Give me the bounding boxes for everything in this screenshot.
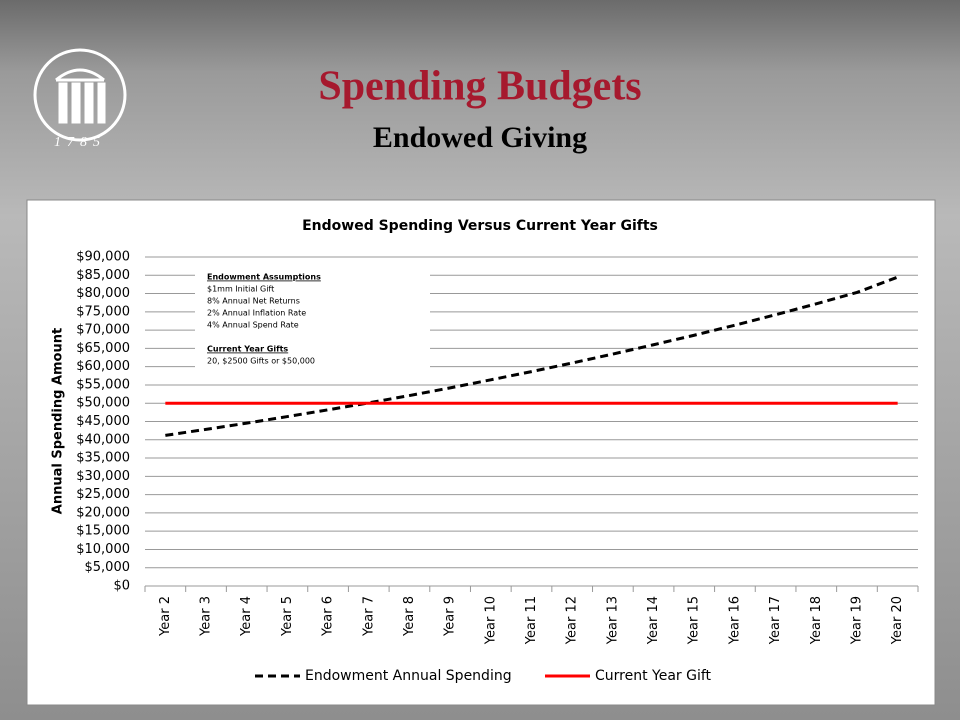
chart-title: Endowed Spending Versus Current Year Gif… bbox=[302, 218, 658, 234]
y-tick-label: $40,000 bbox=[76, 432, 130, 447]
y-tick-label: $50,000 bbox=[76, 396, 130, 411]
y-tick-label: $80,000 bbox=[76, 286, 130, 301]
y-tick-label: $10,000 bbox=[76, 542, 130, 557]
annotation-heading: Current Year Gifts bbox=[207, 345, 288, 354]
y-tick-label: $15,000 bbox=[76, 524, 130, 539]
x-tick-label: Year 5 bbox=[280, 596, 295, 637]
y-tick-label: $65,000 bbox=[76, 341, 130, 356]
annotation-line: $1mm Initial Gift bbox=[207, 285, 274, 294]
y-axis-title: Annual Spending Amount bbox=[51, 328, 66, 514]
annotation-heading: Endowment Assumptions bbox=[207, 273, 321, 282]
x-tick-label: Year 16 bbox=[727, 596, 742, 645]
x-tick-label: Year 8 bbox=[402, 596, 417, 637]
y-tick-label: $20,000 bbox=[76, 505, 130, 520]
y-tick-label: $35,000 bbox=[76, 451, 130, 466]
x-tick-label: Year 14 bbox=[646, 596, 661, 645]
x-tick-label: Year 2 bbox=[158, 596, 173, 637]
y-tick-label: $90,000 bbox=[76, 250, 130, 265]
y-tick-label: $45,000 bbox=[76, 414, 130, 429]
x-tick-label: Year 17 bbox=[768, 596, 783, 645]
legend-label: Current Year Gift bbox=[595, 668, 712, 684]
x-tick-label: Year 10 bbox=[483, 596, 498, 645]
y-tick-label: $30,000 bbox=[76, 469, 130, 484]
x-tick-label: Year 9 bbox=[443, 596, 458, 637]
annotation-line: 2% Annual Inflation Rate bbox=[207, 309, 306, 318]
x-tick-label: Year 12 bbox=[565, 596, 580, 645]
x-tick-label: Year 3 bbox=[199, 596, 214, 637]
chart-area bbox=[26, 199, 936, 706]
annotation-line: 8% Annual Net Returns bbox=[207, 297, 300, 306]
y-tick-label: $5,000 bbox=[85, 560, 131, 575]
slide-title: Spending Budgets bbox=[318, 64, 641, 110]
y-tick-label: $70,000 bbox=[76, 323, 130, 338]
y-tick-label: $85,000 bbox=[76, 268, 130, 283]
x-tick-label: Year 20 bbox=[890, 596, 905, 645]
logo bbox=[33, 48, 127, 142]
annotation-line: 4% Annual Spend Rate bbox=[207, 321, 299, 330]
x-tick-label: Year 19 bbox=[849, 596, 864, 645]
y-tick-label: $60,000 bbox=[76, 359, 130, 374]
annotation-box bbox=[195, 266, 430, 376]
series-line bbox=[165, 275, 899, 437]
logo-year: 1785 bbox=[54, 135, 106, 150]
y-tick-label: $25,000 bbox=[76, 487, 130, 502]
y-tick-label: $55,000 bbox=[76, 377, 130, 392]
x-tick-label: Year 6 bbox=[321, 596, 336, 637]
y-tick-label: $75,000 bbox=[76, 304, 130, 319]
y-tick-label: $0 bbox=[113, 579, 130, 594]
x-tick-label: Year 13 bbox=[605, 596, 620, 645]
x-tick-label: Year 15 bbox=[687, 596, 702, 645]
plot: $0 $5,000 $10,000 $15,000 $20,000 $25,000 $30,… bbox=[76, 250, 919, 684]
legend-label: Endowment Annual Spending bbox=[305, 668, 512, 684]
annotation-line: 20, $2500 Gifts or $50,000 bbox=[207, 357, 315, 366]
x-tick-label: Year 11 bbox=[524, 596, 539, 645]
x-tick-label: Year 7 bbox=[361, 596, 376, 637]
x-tick-label: Year 18 bbox=[809, 596, 824, 645]
slide-subtitle: Endowed Giving bbox=[373, 121, 587, 154]
x-tick-label: Year 4 bbox=[239, 596, 254, 637]
